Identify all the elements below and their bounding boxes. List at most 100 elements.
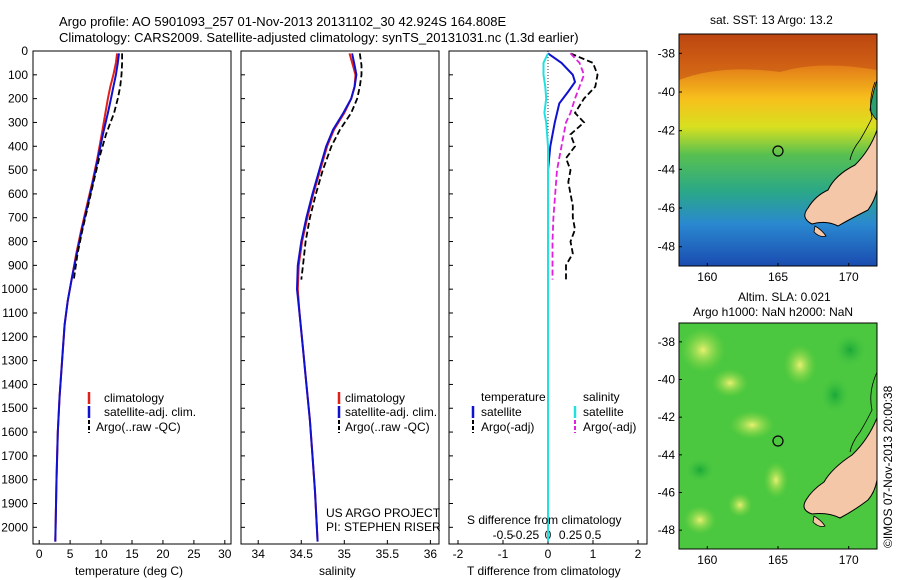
sst-field [679,34,877,266]
legend-label-s-argo: Argo(-adj) [583,420,636,434]
temperature-legend: climatology satellite-adj. clim. Argo(..… [87,391,196,434]
salinity-xlabel: salinity [319,564,356,578]
profile-lines-layer [54,51,599,544]
depth-tick-label: 0 [21,44,28,58]
sla-axis-ticks: 160 165 170 -38 -40 -42 -44 -46 -48 [658,335,859,567]
series-line-satellite-adj-clim- [295,53,358,542]
sst-land [804,129,877,227]
salinity-axes-box [240,50,440,545]
depth-tick-label: 1600 [1,425,28,439]
depth-tick-label: 200 [8,92,28,106]
map-y-tick-label: -40 [658,373,676,387]
x-tick-label: 10 [94,547,108,561]
sst-warm-patch [679,34,877,80]
x-tick-label: 25 [187,547,201,561]
depth-tick-label: 1900 [1,497,28,511]
sla-land [803,417,877,519]
x-tick-label: 34.5 [290,547,314,561]
annotation-project: US ARGO PROJECT [326,506,441,520]
sla-high-patch [684,506,716,534]
depth-tick-label: 700 [8,211,28,225]
depth-tick-label: 500 [8,163,28,177]
map-y-tick-label: -40 [658,85,676,99]
map-y-tick-label: -42 [658,124,676,138]
header-line-1: Argo profile: AO 5901093_257 01-Nov-2013… [59,14,507,29]
sla-map-title: Altim. SLA: 0.021 [738,290,831,304]
temperature-panel [32,50,232,545]
sst-coast-line [849,81,876,161]
x-tick-label: 20 [156,547,170,561]
legend-label-argo: Argo(..raw -QC) [345,420,430,434]
sla-high-patch [681,328,725,372]
sst-map-title: sat. SST: 13 Argo: 13.2 [710,13,833,27]
header-line-2: Climatology: CARS2009. Satellite-adjuste… [59,30,579,45]
sla-map-subtitle: Argo h1000: NaN h2000: NaN [693,305,853,319]
map-x-tick-label: 165 [768,553,788,567]
s-diff-tick-label: 0.5 [585,528,602,542]
series-line-argo-raw-qc- [72,53,123,280]
sst-stewart-island [813,225,827,237]
imos-timestamp-label: ©IMOS 07-Nov-2013 20:00:38 [881,385,895,548]
legend-label-t-satellite: satellite [481,405,522,419]
map-x-tick-label: 165 [768,270,788,284]
map-y-tick-label: -44 [658,162,676,176]
legend-label-t-argo: Argo(-adj) [481,420,534,434]
salinity-panel [240,50,440,545]
x-tick-label: 30 [218,547,232,561]
sla-coast-line [849,371,877,453]
depth-tick-label: 1200 [1,330,28,344]
depth-tick-label: 400 [8,139,28,153]
sla-low-patch [821,377,849,413]
depth-tick-label: 1800 [1,473,28,487]
s-difference-label: S difference from climatology [467,513,622,527]
s-diff-tick-label: -0.5 [493,528,514,542]
x-tick-label: 36 [424,547,438,561]
sla-stewart-island [812,515,826,527]
depth-tick-label: 1300 [1,354,28,368]
map-y-tick-label: -46 [658,201,676,215]
sst-argo-marker [772,145,784,157]
series-line-argo-adj- [551,52,585,280]
sst-map: sat. SST: 13 Argo: 13.2 160 165 170 -38 -40 -… [658,13,878,284]
sla-low-patch [686,458,714,482]
map-x-tick-label: 170 [839,553,859,567]
difference-legend: temperature salinity satellite Argo(-adj… [467,390,636,527]
sla-high-patch [712,369,748,397]
legend-label-satellite: satellite-adj. clim. [104,405,196,419]
sst-land-north [869,79,877,121]
x-tick-label: 1 [590,547,597,561]
map-x-tick-label: 160 [697,553,717,567]
series-line-satellite-adj-clim- [54,53,120,542]
x-tick-label: 35 [338,547,352,561]
sla-argo-marker [772,435,784,447]
sla-low-patch [834,334,866,366]
legend-header-temperature: temperature [481,390,546,404]
x-tick-label: 34 [252,547,266,561]
x-tick-label: 35.5 [376,547,400,561]
s-diff-tick-label: -0.25 [512,528,540,542]
sla-map: Altim. SLA: 0.021 Argo h1000: NaN h2000:… [658,290,878,567]
map-y-tick-label: -48 [658,240,676,254]
legend-label-s-satellite: satellite [583,405,624,419]
depth-tick-label: 1400 [1,377,28,391]
legend-header-salinity: salinity [583,390,620,404]
depth-tick-label: 2000 [1,520,28,534]
x-tick-label: 2 [635,547,642,561]
temperature-xlabel: temperature (deg C) [75,564,183,578]
depth-tick-label: 1500 [1,401,28,415]
sst-axis-ticks: 160 165 170 -38 -40 -42 -44 -46 -48 [658,46,859,284]
temperature-axes-box [32,50,232,545]
legend-label-climatology: climatology [345,391,405,405]
legend-label-satellite: satellite-adj. clim. [345,405,437,419]
sla-high-patch [728,493,752,517]
legend-label-argo: Argo(..raw -QC) [96,420,181,434]
sla-high-patch [730,411,774,439]
axis-ticks-layer: 0100200300400500600700800900100011001200… [1,44,641,561]
map-y-tick-label: -46 [658,486,676,500]
depth-tick-label: 300 [8,115,28,129]
map-x-tick-label: 160 [697,270,717,284]
x-tick-label: -2 [453,547,464,561]
annotation-pi: PI: STEPHEN RISER [326,520,441,534]
sla-high-patch [764,462,788,498]
series-line-argo-adj- [564,52,599,280]
